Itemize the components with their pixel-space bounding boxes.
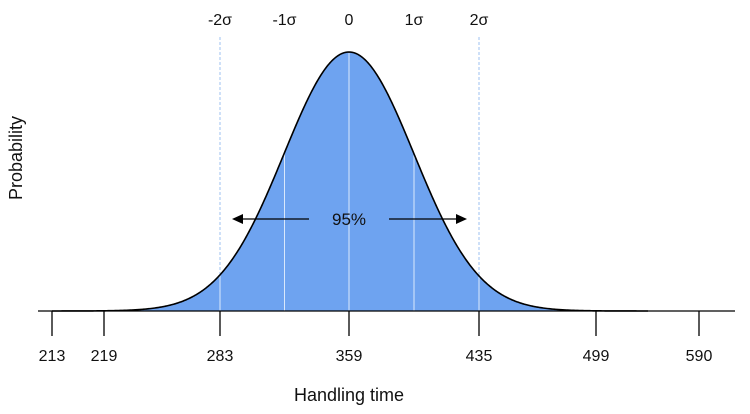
sigma-label: -1σ [272,12,296,29]
sigma-label: 0 [345,12,354,29]
percent-annotation: 95% [232,210,467,229]
sigma-labels: -2σ -1σ 0 1σ 2σ [208,12,489,29]
x-tick-label: 359 [336,348,363,365]
x-tick-label: 435 [466,348,493,365]
sigma-label: 1σ [405,12,424,29]
x-tick-label: 283 [207,348,234,365]
y-axis-title: Probability [6,116,26,200]
percent-arrow-left-head [232,214,243,224]
x-tick-label: 213 [39,348,66,365]
sigma-inner-lines [219,52,480,311]
x-tick-label: 590 [686,348,713,365]
distribution-area [52,52,648,311]
x-tick-label: 499 [583,348,610,365]
percent-label: 95% [332,210,366,229]
x-tick-label: 219 [91,348,118,365]
distribution-curve [52,51,648,312]
sigma-label: -2σ [208,12,232,29]
x-axis-title: Handling time [294,385,404,405]
sigma-label: 2σ [470,12,489,29]
percent-arrow-right-head [456,214,467,224]
x-axis-ticks: 213 219 283 359 435 499 590 [39,311,713,365]
